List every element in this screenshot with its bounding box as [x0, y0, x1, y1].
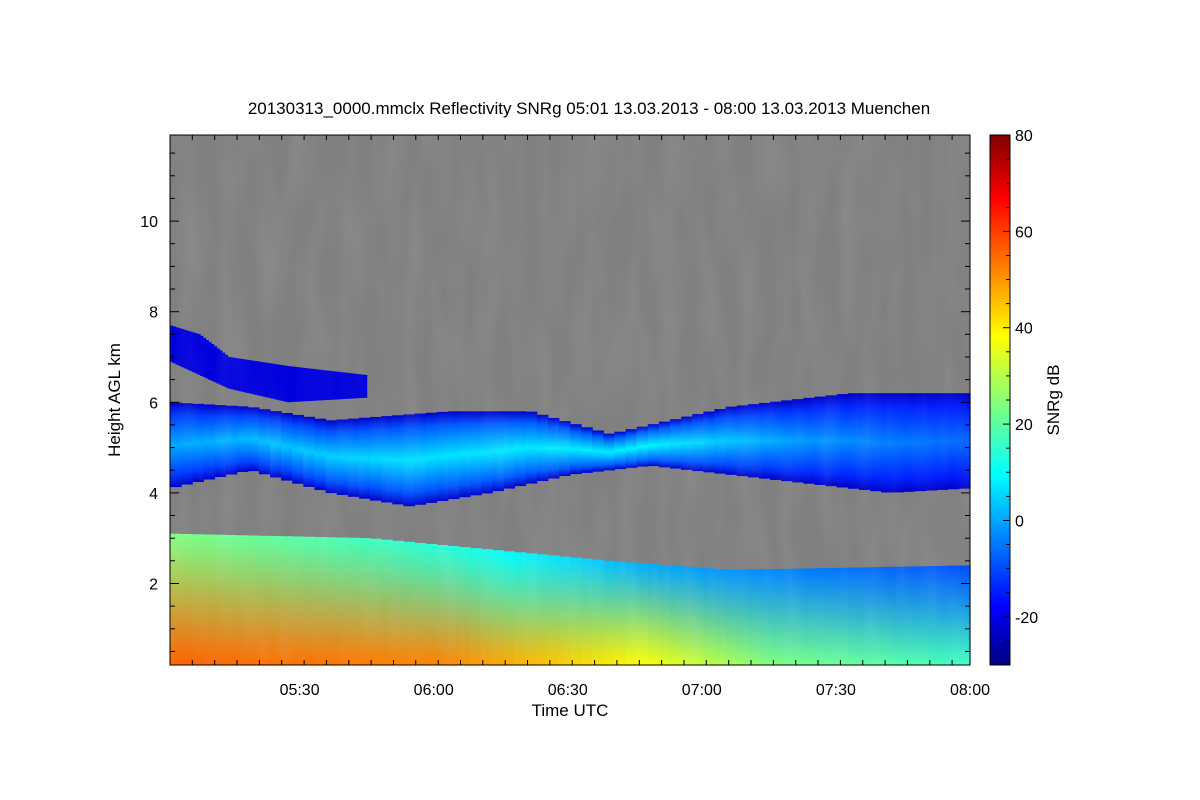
colorbar-ticks: -20 0 20 40 60 80	[1003, 128, 1038, 666]
colorbar-tick-label: 60	[1015, 224, 1033, 241]
texture-overlay	[170, 135, 970, 665]
colorbar-tick-label: 0	[1015, 514, 1024, 531]
x-axis-title: Time UTC	[532, 701, 609, 720]
colorbar-tick-label: -20	[1015, 610, 1038, 627]
x-tick-label: 05:30	[280, 682, 320, 699]
x-tick-label: 06:30	[548, 682, 588, 699]
chart-title: 20130313_0000.mmclx Reflectivity SNRg 05…	[248, 99, 930, 118]
y-tick-label: 8	[149, 305, 158, 322]
x-tick-label: 06:00	[414, 682, 454, 699]
colorbar-tick-label: 80	[1015, 128, 1033, 145]
y-axis: 2 4 6 8 10	[140, 152, 970, 652]
plot-frame	[169, 134, 971, 666]
plot-area	[169, 134, 971, 666]
colorbar-tick-label: 40	[1015, 321, 1033, 338]
y-tick-label: 4	[149, 486, 158, 503]
x-tick-label: 07:00	[682, 682, 722, 699]
x-tick-label: 07:30	[816, 682, 856, 699]
colorbar-title: SNRg dB	[1044, 365, 1063, 436]
colorbar: -20 0 20 40 60 80 SNRg dB	[989, 128, 1063, 666]
x-axis: 05:30 06:00 06:30 07:00 07:30 08:00	[169, 135, 990, 699]
colorbar-tick-label: 20	[1015, 417, 1033, 434]
y-tick-label: 10	[140, 214, 158, 231]
x-tick-label: 08:00	[950, 682, 990, 699]
y-tick-label: 2	[149, 577, 158, 594]
y-axis-title: Height AGL km	[105, 343, 124, 457]
y-tick-label: 6	[149, 395, 158, 412]
